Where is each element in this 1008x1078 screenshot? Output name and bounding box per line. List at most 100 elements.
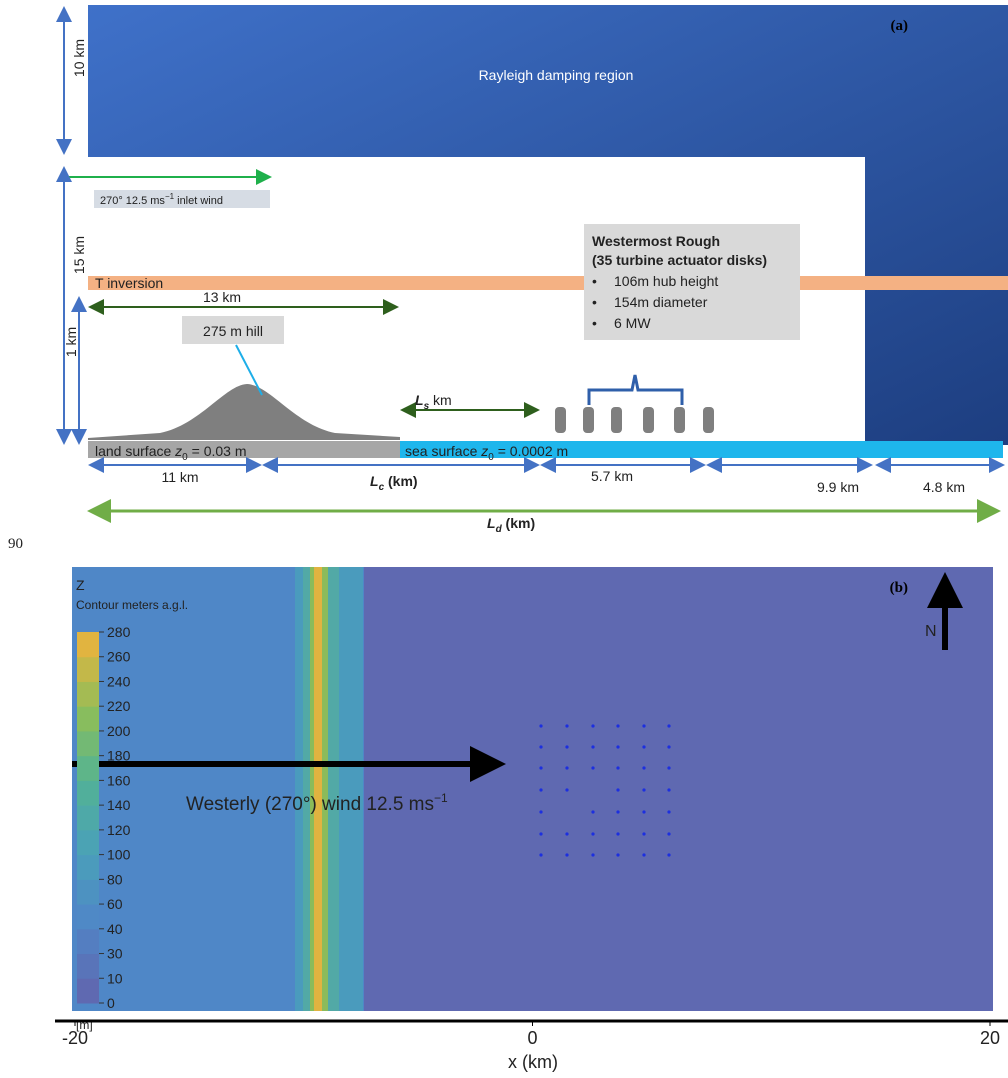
turbine-dot xyxy=(539,724,542,727)
turbine xyxy=(555,407,566,433)
dimension-label: 10 km xyxy=(71,39,87,77)
turbine-dot xyxy=(616,724,619,727)
turbine xyxy=(611,407,622,433)
colorbar-band xyxy=(77,978,99,1003)
turbine-dot xyxy=(591,810,594,813)
colorbar-band xyxy=(77,657,99,682)
turbine-dot xyxy=(667,766,670,769)
inversion-label: T inversion xyxy=(95,275,163,291)
turbine-dot xyxy=(539,788,542,791)
colorbar-tick-label: 240 xyxy=(107,673,131,689)
turbine-dot xyxy=(539,766,542,769)
turbine xyxy=(643,407,654,433)
turbine-dot xyxy=(591,766,594,769)
colorbar-title: Z xyxy=(76,577,85,593)
sea-label: sea surface z0 = 0.0002 m xyxy=(405,443,568,463)
turbine xyxy=(583,407,594,433)
colorbar-band xyxy=(77,731,99,756)
colorbar-tick-label: 40 xyxy=(107,921,123,937)
turbine-dot xyxy=(565,724,568,727)
x-tick-label: -20 xyxy=(62,1028,88,1048)
turbine-dot xyxy=(565,766,568,769)
colorbar-tick-label: 180 xyxy=(107,748,131,764)
hill-label: 275 m hill xyxy=(203,323,263,339)
turbine-dot xyxy=(667,832,670,835)
colorbar-band xyxy=(77,756,99,781)
turbine-dot xyxy=(642,832,645,835)
colorbar-band xyxy=(77,929,99,954)
colorbar-tick-label: 160 xyxy=(107,772,131,788)
turbine-dot xyxy=(667,788,670,791)
turbine-dot xyxy=(642,766,645,769)
farm-title: Westermost Rough xyxy=(592,233,720,249)
turbine-dot xyxy=(667,853,670,856)
inlet-label: 270° 12.5 ms−1 inlet wind xyxy=(100,192,223,207)
land-label: land surface z0 = 0.03 m xyxy=(95,443,247,463)
turbine-dot xyxy=(667,810,670,813)
panel-label: (a) xyxy=(891,18,909,34)
colorbar-tick-label: 10 xyxy=(107,970,123,986)
turbine-dot xyxy=(642,810,645,813)
x-tick-label: 0 xyxy=(527,1028,537,1048)
turbine-dot xyxy=(616,810,619,813)
x-axis-label: x (km) xyxy=(508,1052,558,1072)
colorbar-band xyxy=(77,879,99,904)
colorbar-tick-label: 80 xyxy=(107,871,123,887)
dimension-label: 5.7 km xyxy=(591,468,633,484)
wind-label: Westerly (270°) wind 12.5 ms−1 xyxy=(186,791,448,815)
turbine-dot xyxy=(616,853,619,856)
colorbar-band xyxy=(77,954,99,979)
turbine-dot xyxy=(591,853,594,856)
figure: Rayleigh damping region (a) T inversion … xyxy=(0,0,1008,1078)
colorbar-tick-label: 120 xyxy=(107,822,131,838)
dimension-label: 15 km xyxy=(71,236,87,274)
turbine-dot xyxy=(539,810,542,813)
colorbar-tick-label: 260 xyxy=(107,649,131,665)
turbine xyxy=(703,407,714,433)
turbine-dot xyxy=(616,745,619,748)
inversion-band xyxy=(88,276,1008,290)
dimension-label: 11 km xyxy=(161,469,198,485)
turbine-dot xyxy=(565,853,568,856)
page-number: 90 xyxy=(8,536,23,552)
colorbar-tick-label: 30 xyxy=(107,946,123,962)
x-tick-label: 20 xyxy=(980,1028,1000,1048)
hill-crest xyxy=(314,567,322,1011)
turbine-dot xyxy=(565,788,568,791)
turbine-dot xyxy=(616,788,619,791)
turbine-dot xyxy=(616,766,619,769)
turbine-dot xyxy=(539,832,542,835)
colorbar-tick-label: 140 xyxy=(107,797,131,813)
panel-label: (b) xyxy=(890,580,908,596)
colorbar-tick-label: 100 xyxy=(107,847,131,863)
turbine-dot xyxy=(616,832,619,835)
colorbar-band xyxy=(77,632,99,657)
colorbar-tick-label: 0 xyxy=(107,995,115,1011)
turbine-dot xyxy=(591,724,594,727)
dimension-label: 9.9 km xyxy=(817,479,859,495)
dimension-label: 4.8 km xyxy=(923,479,965,495)
turbine xyxy=(674,407,685,433)
north-label: N xyxy=(925,623,937,640)
dimension-label: Ld (km) xyxy=(487,515,535,535)
colorbar-band xyxy=(77,904,99,929)
colorbar-tick-label: 200 xyxy=(107,723,131,739)
colorbar-band xyxy=(77,855,99,880)
dimension-label: Lc (km) xyxy=(370,473,418,493)
colorbar-band xyxy=(77,706,99,731)
colorbar-band xyxy=(77,780,99,805)
colorbar-tick-label: 60 xyxy=(107,896,123,912)
colorbar-subtitle: Contour meters a.g.l. xyxy=(76,598,188,612)
turbine-dot xyxy=(667,724,670,727)
turbine-dot xyxy=(667,745,670,748)
colorbar-band xyxy=(77,681,99,706)
turbine-dot xyxy=(642,788,645,791)
farm-subtitle: (35 turbine actuator disks) xyxy=(592,252,767,268)
turbine-dot xyxy=(591,745,594,748)
turbine-dot xyxy=(539,853,542,856)
turbine-dot xyxy=(591,832,594,835)
turbine-dot xyxy=(565,832,568,835)
colorbar-band xyxy=(77,805,99,830)
colorbar-tick-label: 280 xyxy=(107,624,131,640)
turbine-dot xyxy=(539,745,542,748)
